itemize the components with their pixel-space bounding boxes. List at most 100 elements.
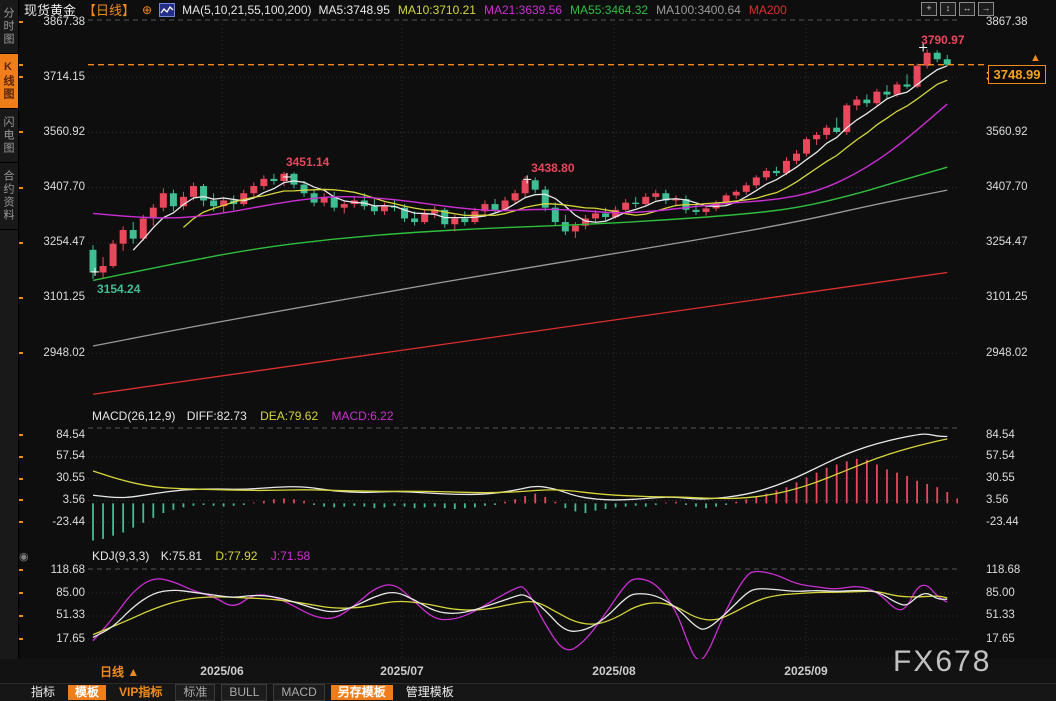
axis-label: 3254.47 xyxy=(43,236,85,249)
candle-body xyxy=(541,189,549,208)
low-price-annotation: 3154.24 xyxy=(97,281,141,296)
date-axis-label: 2025/08 xyxy=(592,664,636,678)
candle-body xyxy=(863,99,871,104)
x-axis-scale-icon[interactable]: ↔ xyxy=(959,2,975,16)
macd-settings-label[interactable]: MACD(26,12,9) xyxy=(92,409,176,423)
current-price-badge: 3748.99 xyxy=(988,65,1046,84)
macd-panel-title: MACD(26,12,9) DIFF:82.73 DEA:79.62 MACD:… xyxy=(92,409,394,423)
axis-label: 3407.70 xyxy=(986,181,1028,194)
period-selector[interactable]: 日线 ▲ xyxy=(100,665,140,679)
candle-body xyxy=(843,105,851,133)
candle-body xyxy=(300,184,308,194)
ma100-line xyxy=(92,189,948,347)
candle-body xyxy=(602,213,610,218)
axis-label: 3867.38 xyxy=(43,15,85,28)
watermark-logo: FX678 xyxy=(893,645,992,678)
candle-body xyxy=(240,193,248,205)
axis-tick xyxy=(19,614,23,617)
axis-tick xyxy=(19,76,23,79)
axis-tick xyxy=(19,21,23,23)
candle-body xyxy=(129,230,137,239)
axis-label: 51.33 xyxy=(986,609,1015,622)
candle-body xyxy=(642,196,650,205)
kdj-j-line xyxy=(92,570,948,659)
candle-body xyxy=(139,218,147,239)
kdj-settings-label[interactable]: KDJ(9,3,3) xyxy=(92,549,150,563)
candle-body xyxy=(320,196,328,203)
date-axis-label: 2025/07 xyxy=(380,664,424,678)
axis-tick xyxy=(19,638,23,640)
candle-body xyxy=(732,191,740,196)
axis-label: 84.54 xyxy=(56,428,85,441)
period-label[interactable]: 【日线】 xyxy=(83,3,136,18)
ma10-line xyxy=(183,79,948,228)
toolbar-button[interactable]: BULL xyxy=(221,684,268,701)
ma-values: MA5:3748.95 MA10:3710.21 MA21:3639.56 MA55:… xyxy=(319,3,795,17)
pan-right-icon[interactable]: → xyxy=(978,2,994,16)
macd-diff-value: DIFF:82.73 xyxy=(186,409,247,423)
candle-body xyxy=(401,207,409,219)
candle-body xyxy=(772,170,780,174)
sidebar-tab-item[interactable]: 合约资料 xyxy=(0,163,18,230)
kdj-panel-title: KDJ(9,3,3) K:75.81 D:77.92 J:71.58 xyxy=(92,549,310,563)
axis-tick xyxy=(19,499,23,502)
candle-body xyxy=(210,200,218,207)
axis-label: -23.44 xyxy=(52,515,85,528)
ma-overlays xyxy=(92,65,948,395)
axis-label: 3254.47 xyxy=(986,236,1028,249)
ma-value: MA100:3400.64 xyxy=(656,2,741,17)
macd-value: MACD:6.22 xyxy=(331,409,394,423)
candle-body xyxy=(501,200,509,210)
candle-body xyxy=(531,180,539,190)
axis-tick xyxy=(19,592,23,594)
toolbar-button[interactable]: 另存模板 xyxy=(330,685,393,700)
toolbar-button[interactable]: 模板 xyxy=(68,685,107,700)
x-axis-row: 日线 ▲ 2025/06 2025/07 2025/08 2025/09 xyxy=(0,659,1056,683)
toolbar-button[interactable]: 管理模板 xyxy=(405,685,454,699)
candle-body xyxy=(119,230,127,244)
candle-body xyxy=(652,193,660,197)
toolbar-button[interactable]: MACD xyxy=(273,684,325,701)
axis-label: 3407.70 xyxy=(43,181,85,194)
macd-dea-line xyxy=(92,438,948,500)
axis-label: 30.55 xyxy=(56,472,85,485)
high-price-annotation: 3438.80 xyxy=(531,161,575,176)
axis-label: 3.56 xyxy=(62,493,85,506)
sidebar-tab-item[interactable]: 分时图 xyxy=(0,0,18,54)
axis-label: 57.54 xyxy=(986,450,1015,463)
add-indicator-icon[interactable]: ⊕ xyxy=(142,2,153,17)
axis-label: 3560.92 xyxy=(43,125,85,138)
axis-tick xyxy=(19,352,23,355)
sidebar-tab-item[interactable]: 闪电图 xyxy=(0,109,18,163)
candle-body xyxy=(923,52,931,66)
y-axis-scale-icon[interactable]: ↕ xyxy=(940,2,956,16)
macd-histogram xyxy=(92,458,958,541)
axis-tick xyxy=(19,434,23,436)
candle-body xyxy=(692,209,700,212)
candle-body xyxy=(250,186,258,194)
price-up-arrow-icon: ▲ xyxy=(1030,52,1041,64)
candle-body xyxy=(752,177,760,186)
axis-label: 51.33 xyxy=(56,609,85,622)
candle-body xyxy=(89,249,97,273)
toolbar-button[interactable]: 标准 xyxy=(175,684,216,701)
candle-body xyxy=(491,204,499,210)
candle-body xyxy=(762,170,770,178)
toolbar-button[interactable]: 指标 xyxy=(31,685,56,699)
sidebar-tab-active[interactable]: K线图 xyxy=(0,54,18,109)
candle-body xyxy=(521,180,529,194)
axis-label: 3.56 xyxy=(986,493,1009,506)
kdj-settings-icon[interactable]: ◉ xyxy=(19,551,29,563)
kdj-j-value: J:71.58 xyxy=(270,549,311,563)
date-axis-label: 2025/06 xyxy=(200,664,244,678)
crosshair-tool-icon[interactable]: + xyxy=(921,2,937,16)
axis-label: 84.54 xyxy=(986,428,1015,441)
candle-body xyxy=(370,206,378,212)
candle-body xyxy=(853,99,861,106)
high-price-annotation: 3451.14 xyxy=(285,154,330,169)
ma5-line xyxy=(132,65,948,251)
macd-dea-value: DEA:79.62 xyxy=(260,409,319,423)
ma-settings-label[interactable]: MA(5,10,21,55,100,200) xyxy=(182,2,312,17)
toolbar-button[interactable]: VIP指标 xyxy=(119,685,163,699)
